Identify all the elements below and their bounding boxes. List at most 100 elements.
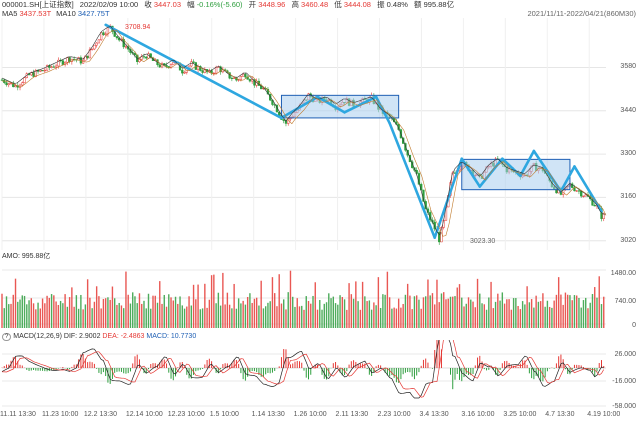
candle-body	[192, 61, 195, 63]
volume-bar	[503, 303, 506, 328]
volume-bar	[553, 300, 555, 328]
volume-bar	[461, 297, 463, 328]
x-tick-label: 1.14 13:30	[251, 411, 285, 418]
candles	[0, 24, 605, 245]
candle-body	[23, 77, 26, 84]
volume-bar	[585, 297, 587, 328]
volume-bar	[228, 304, 231, 328]
ma-lines	[1, 26, 607, 237]
y-tick-label: 3440	[620, 106, 636, 114]
volume-bar	[93, 301, 96, 328]
volume-bar	[32, 303, 35, 328]
candle-body	[167, 66, 170, 68]
volume-bar	[244, 304, 247, 328]
x-tick-label: 4.19 10:00	[587, 411, 621, 418]
close-label: 收	[144, 0, 152, 9]
trend-line	[433, 157, 464, 239]
volume-bar	[382, 294, 384, 328]
x-tick-label: 3.4 13:30	[419, 411, 449, 418]
volume-bar	[95, 286, 98, 328]
volume-bar	[411, 309, 413, 328]
candle-body	[43, 69, 46, 72]
candle-body	[266, 88, 270, 95]
volume-bar	[409, 295, 411, 328]
y-tick-label: 3020	[620, 236, 636, 244]
volume-bar	[80, 294, 82, 328]
candle-body	[248, 79, 252, 82]
candle-body	[269, 93, 272, 101]
volume-bar	[391, 308, 393, 328]
volume-bar	[328, 293, 330, 328]
candle-body	[52, 66, 55, 68]
candle-body	[183, 71, 186, 74]
volume-bar	[77, 308, 80, 328]
volume-bar	[445, 299, 447, 328]
volume-bar	[231, 308, 233, 328]
volume-bar	[564, 292, 567, 328]
vol-label: 额	[414, 0, 422, 9]
volume-bar	[219, 305, 222, 328]
volume-bar	[10, 303, 12, 328]
candle-body	[575, 190, 578, 192]
candle-body	[100, 32, 103, 41]
volume-bar	[30, 298, 32, 328]
volume-bar	[494, 301, 497, 328]
volume-bar	[181, 305, 183, 328]
change-label: 幅	[187, 0, 195, 9]
volume-bar	[312, 295, 314, 328]
amp-value: 0.48%	[386, 0, 408, 9]
volume-bar	[21, 295, 23, 328]
volume-bar	[3, 308, 5, 328]
candle-body	[571, 183, 574, 188]
help-icon[interactable]: ?	[2, 333, 12, 341]
volume-bar	[463, 306, 465, 328]
volume-bar	[316, 309, 319, 328]
volume-bar	[386, 271, 389, 328]
volume-bar	[233, 283, 235, 328]
volume-bar	[118, 302, 120, 328]
candle-body	[253, 79, 256, 86]
volume-bar	[569, 295, 571, 328]
volume-bar	[357, 301, 359, 328]
volume-chart[interactable]	[0, 258, 640, 330]
volume-bar	[206, 307, 208, 328]
volume-bar	[488, 297, 490, 328]
volume-bar	[26, 304, 28, 328]
volume-bar	[287, 292, 289, 328]
vol-value: 995.88亿	[423, 0, 455, 9]
volume-bar	[82, 309, 84, 328]
candle-body	[5, 82, 8, 86]
volume-bar	[560, 294, 562, 328]
volume-bar	[213, 274, 215, 328]
volume-bar	[48, 297, 51, 328]
candle-body	[158, 64, 161, 68]
volume-bar	[472, 301, 474, 328]
candle-body	[68, 57, 71, 62]
y-tick-label: 3160	[620, 193, 636, 201]
volume-bar	[544, 306, 546, 328]
amo-tick-2: 740.00	[614, 298, 636, 305]
volume-bar	[377, 277, 380, 328]
volume-bar	[465, 303, 467, 328]
volume-bar	[400, 307, 402, 328]
volume-bar	[591, 294, 594, 328]
candle-body	[0, 79, 4, 81]
macd-chart[interactable]	[0, 340, 640, 410]
volume-bar	[521, 301, 524, 328]
volume-bar	[68, 297, 71, 328]
price-chart[interactable]	[0, 18, 640, 250]
trend-line	[478, 157, 504, 188]
volume-bar	[264, 306, 267, 328]
volume-bar	[159, 281, 161, 328]
volume-bar	[467, 297, 470, 328]
volume-bar	[145, 308, 147, 328]
candle-body	[50, 66, 53, 68]
volume-bar	[186, 306, 188, 328]
volume-bar	[84, 304, 87, 328]
ma10-label: MA10	[56, 9, 76, 18]
dea-line	[1, 340, 605, 398]
volume-bar	[17, 301, 19, 328]
volume-bar	[143, 300, 145, 328]
volume-bar	[319, 300, 321, 328]
volume-bar	[404, 294, 407, 328]
